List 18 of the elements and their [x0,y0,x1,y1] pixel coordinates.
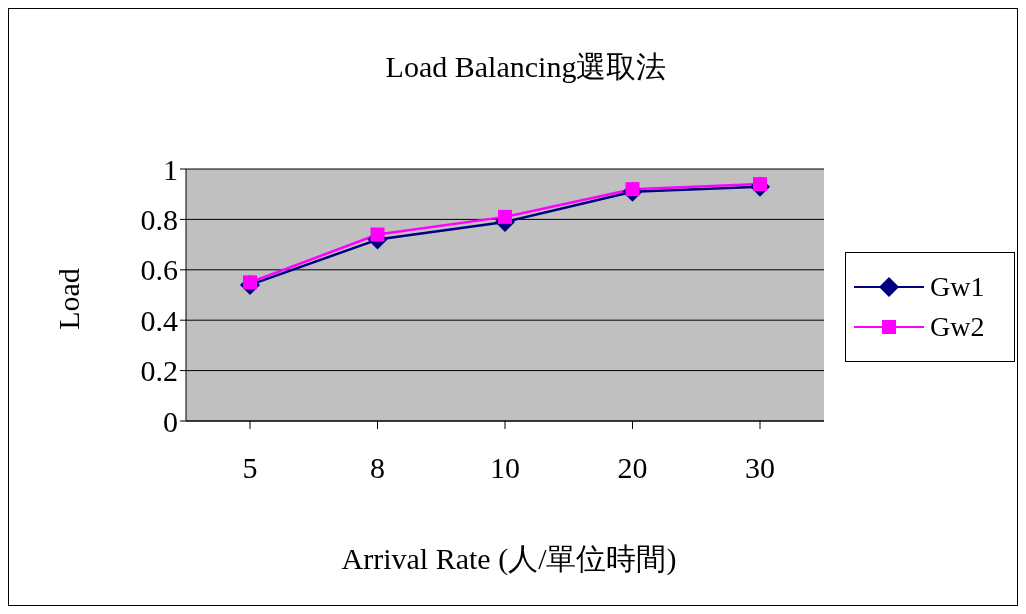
y-tick-label: 0.6 [140,253,178,287]
y-tick-label: 0 [163,404,178,438]
point [370,227,385,242]
y-axis-title: Load [52,268,86,330]
x-axis-title: Arrival Rate (人/單位時間) [340,541,678,577]
x-tick-label: 20 [617,451,648,485]
x-tick-label: 30 [745,451,775,485]
legend-label: Gw2 [930,311,985,343]
x-tick-label: 10 [490,451,520,485]
x-tick-label: 5 [242,451,258,485]
x-tick-label: 8 [370,451,385,485]
y-tick-label: 0.4 [140,303,178,337]
legend-label: Gw1 [930,271,985,303]
chart-title: Load Balancing選取法 [384,49,668,85]
point [498,209,512,224]
y-tick-label: 1 [163,152,178,186]
y-tick-label: 0.8 [140,203,178,237]
y-tick-label: 0.2 [140,354,178,388]
